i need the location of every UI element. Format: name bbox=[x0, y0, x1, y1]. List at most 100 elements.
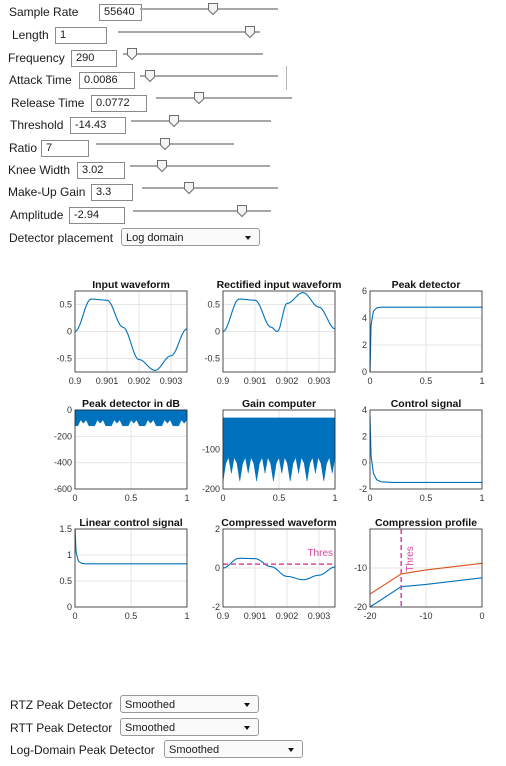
x-tick-label: 1 bbox=[479, 376, 484, 386]
x-tick-label: 0 bbox=[72, 493, 77, 503]
detector-placement-dropdown[interactable]: Log domain bbox=[121, 228, 260, 246]
threshold-label: Threshold bbox=[10, 118, 64, 132]
y-tick-label: 2 bbox=[362, 340, 367, 350]
x-tick-label: 0.9 bbox=[69, 376, 82, 386]
chart-title: Compression profile bbox=[375, 517, 477, 529]
y-tick-label: -2 bbox=[359, 484, 367, 494]
x-tick-label: 0.9 bbox=[217, 611, 230, 621]
chart-title: Peak detector in dB bbox=[82, 398, 180, 410]
threshold-field[interactable]: -14.43 bbox=[70, 117, 126, 134]
series-line bbox=[74, 528, 187, 565]
chart-title: Compressed waveform bbox=[221, 517, 337, 529]
x-tick-label: 1 bbox=[184, 493, 189, 503]
y-tick-label: 4 bbox=[362, 313, 367, 323]
y-tick-label: 0 bbox=[67, 602, 72, 612]
y-tick-label: 0 bbox=[362, 458, 367, 468]
y-tick-label: 6 bbox=[362, 286, 367, 296]
make-up-gain-field[interactable]: 3.3 bbox=[91, 184, 133, 201]
chevron-down-icon bbox=[244, 703, 250, 707]
y-tick-label: -200 bbox=[202, 484, 220, 494]
slider-thumb[interactable] bbox=[156, 159, 168, 173]
frequency-field[interactable]: 290 bbox=[71, 50, 117, 67]
x-tick-label: -20 bbox=[363, 611, 376, 621]
ratio-label: Ratio bbox=[9, 141, 38, 155]
log-domain-peak-detector-dropdown[interactable]: Smoothed bbox=[164, 740, 303, 758]
x-tick-label: 0.5 bbox=[273, 493, 286, 503]
rtt-peak-detector-label: RTT Peak Detector bbox=[10, 721, 113, 735]
rtz-peak-detector-dropdown[interactable]: Smoothed bbox=[120, 695, 259, 713]
rtt-peak-detector-dropdown[interactable]: Smoothed bbox=[120, 718, 259, 736]
length-slider[interactable] bbox=[118, 25, 260, 39]
slider-thumb[interactable] bbox=[126, 47, 138, 61]
knee-width-slider[interactable] bbox=[130, 159, 270, 173]
x-tick-label: 0.5 bbox=[420, 376, 433, 386]
length-label: Length bbox=[12, 28, 49, 42]
axes-box bbox=[74, 528, 188, 608]
x-tick-label: 0 bbox=[479, 611, 484, 621]
knee-width-label: Knee Width bbox=[8, 163, 71, 177]
ratio-field[interactable]: 7 bbox=[41, 140, 89, 157]
series-line bbox=[369, 562, 483, 595]
y-tick-label: -0.5 bbox=[204, 354, 220, 364]
x-tick-label: 0.5 bbox=[420, 493, 433, 503]
y-tick-label: 0.5 bbox=[207, 300, 220, 310]
x-tick-label: 0.903 bbox=[308, 376, 331, 386]
release-time-field[interactable]: 0.0772 bbox=[91, 95, 147, 112]
frequency-slider[interactable] bbox=[123, 47, 263, 61]
attack-time-slider[interactable] bbox=[140, 69, 278, 83]
series-line bbox=[74, 298, 188, 371]
amplitude-slider[interactable] bbox=[133, 204, 271, 218]
y-tick-label: 1.5 bbox=[59, 524, 72, 534]
make-up-gain-slider[interactable] bbox=[142, 181, 278, 195]
rtt-peak-detector-value: Smoothed bbox=[125, 722, 176, 734]
chart-title: Control signal bbox=[391, 398, 462, 410]
amplitude-label: Amplitude bbox=[10, 208, 64, 222]
x-tick-label: 0 bbox=[367, 493, 372, 503]
y-tick-label: -100 bbox=[202, 445, 220, 455]
y-tick-label: 0.5 bbox=[59, 576, 72, 586]
y-tick-label: -10 bbox=[354, 563, 367, 573]
x-tick-label: 0.901 bbox=[96, 376, 119, 386]
slider-thumb[interactable] bbox=[236, 204, 248, 218]
y-tick-label: 4 bbox=[362, 405, 367, 415]
slider-thumb[interactable] bbox=[244, 25, 256, 39]
release-time-label: Release Time bbox=[11, 96, 85, 110]
y-tick-label: -20 bbox=[354, 602, 367, 612]
amplitude-field[interactable]: -2.94 bbox=[69, 207, 125, 224]
y-tick-label: 0 bbox=[215, 563, 220, 573]
slider-thumb[interactable] bbox=[168, 114, 180, 128]
axes-box bbox=[369, 528, 483, 608]
slider-thumb[interactable] bbox=[159, 137, 171, 151]
sample-rate-slider[interactable] bbox=[140, 2, 278, 16]
y-tick-label: -0.5 bbox=[56, 354, 72, 364]
sample-rate-field[interactable]: 55640 bbox=[99, 4, 142, 21]
slider-thumb[interactable] bbox=[183, 181, 195, 195]
y-tick-label: 2 bbox=[215, 524, 220, 534]
slider-thumb[interactable] bbox=[193, 91, 205, 105]
x-tick-label: -10 bbox=[419, 611, 432, 621]
slider-thumb[interactable] bbox=[144, 69, 156, 83]
axes-box bbox=[74, 290, 188, 373]
sample-rate-label: Sample Rate bbox=[9, 5, 79, 19]
x-tick-label: 0.903 bbox=[308, 611, 331, 621]
chart-title: Rectified input waveform bbox=[217, 279, 342, 291]
chart-title: Linear control signal bbox=[79, 517, 182, 529]
axes-box bbox=[369, 409, 483, 490]
x-tick-label: 0.9 bbox=[217, 376, 230, 386]
release-time-slider[interactable] bbox=[156, 91, 292, 105]
axes-box bbox=[222, 528, 336, 608]
y-tick-label: 1 bbox=[67, 550, 72, 560]
make-up-gain-label: Make-Up Gain bbox=[8, 185, 86, 199]
length-field[interactable]: 1 bbox=[55, 27, 107, 44]
x-tick-label: 1 bbox=[332, 493, 337, 503]
axes-box bbox=[222, 409, 336, 490]
threshold-slider[interactable] bbox=[131, 114, 271, 128]
y-tick-label: -400 bbox=[54, 458, 72, 468]
slider-thumb[interactable] bbox=[207, 2, 219, 16]
x-tick-label: 0.902 bbox=[276, 376, 299, 386]
ratio-slider[interactable] bbox=[96, 137, 234, 151]
y-tick-label: 0 bbox=[215, 327, 220, 337]
attack-time-field[interactable]: 0.0086 bbox=[79, 72, 135, 89]
axes-box bbox=[369, 290, 483, 373]
knee-width-field[interactable]: 3.02 bbox=[77, 162, 125, 179]
